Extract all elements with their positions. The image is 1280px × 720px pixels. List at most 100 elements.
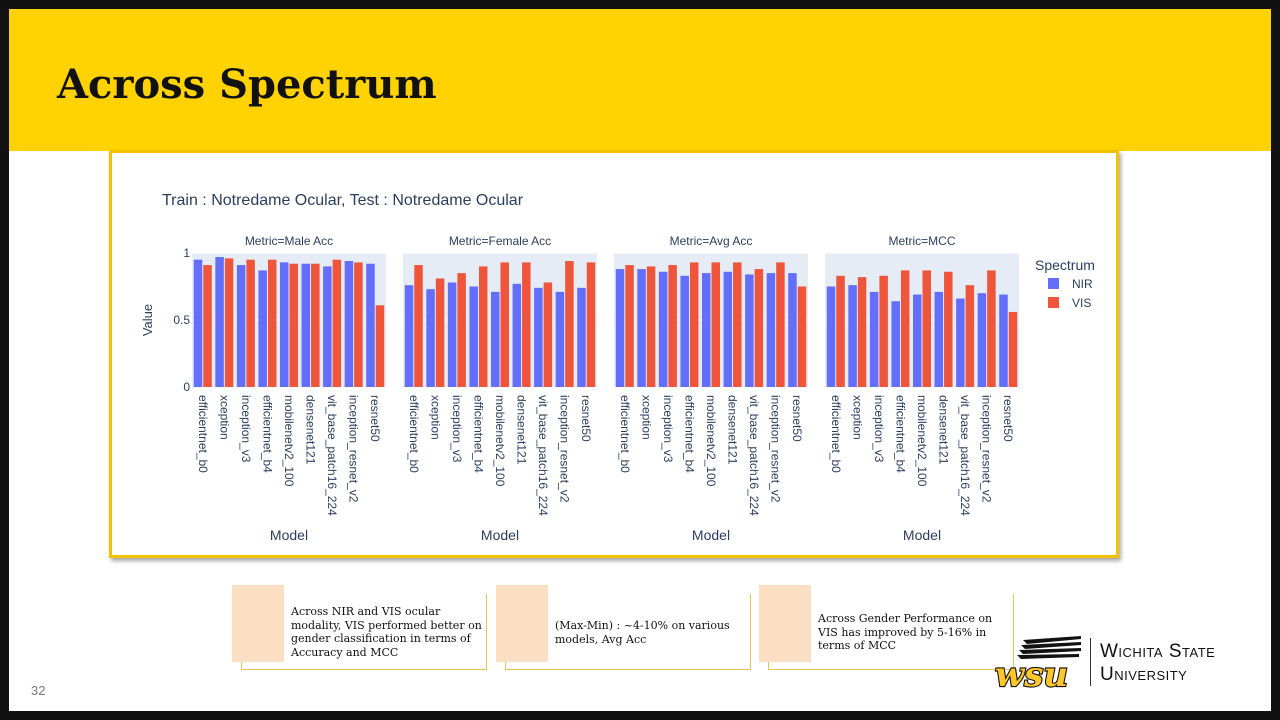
bar-vis (246, 259, 255, 387)
bar-nir (788, 273, 797, 387)
bar-vis (965, 285, 975, 387)
bar-vis (586, 262, 596, 387)
bar-nir (236, 265, 246, 387)
legend-swatch (1048, 297, 1059, 308)
bar-nir (577, 287, 586, 387)
x-tick-label: resnet50 (579, 395, 593, 442)
note-box-2: (Max-Min) : ~4-10% on various models, Av… (496, 585, 751, 670)
bar-nir (891, 301, 900, 387)
bar-nir (745, 274, 754, 387)
x-axis-label: Model (903, 527, 941, 543)
bar-nir (934, 291, 944, 387)
panel-title: Metric=Female Acc (449, 234, 551, 248)
bar-vis (987, 270, 996, 387)
bar-nir (555, 291, 565, 387)
bar-nir (491, 291, 500, 387)
x-tick-label: resnet50 (790, 395, 804, 442)
x-tick-label: vit_base_patch16_224 (325, 395, 339, 516)
note-box-2-accent (496, 585, 548, 662)
x-tick-label: vit_base_patch16_224 (747, 395, 761, 516)
x-tick-label: densenet121 (304, 395, 318, 465)
panel-title: Metric=MCC (888, 234, 955, 248)
bar-nir (447, 282, 457, 387)
x-tick-label: efficientnet_b4 (893, 395, 907, 473)
bar-vis (1008, 311, 1018, 387)
shocker-mark-icon: wsu (994, 636, 1081, 690)
bar-nir (215, 257, 224, 387)
x-tick-label: efficientnet_b0 (407, 395, 421, 473)
chart-frame: Train : Notredame Ocular, Test : Notreda… (109, 150, 1119, 558)
bar-vis (733, 262, 742, 387)
x-tick-label: densenet121 (937, 395, 951, 465)
bar-nir (323, 266, 332, 387)
bar-nir (344, 261, 354, 387)
bar-nir (404, 285, 414, 387)
x-tick-label: efficientnet_b4 (682, 395, 696, 473)
logo-divider (1090, 638, 1091, 686)
page-number: 32 (31, 683, 46, 698)
bar-vis (332, 259, 342, 387)
bar-vis (500, 262, 509, 387)
legend-title: Spectrum (1035, 257, 1095, 273)
bar-vis (522, 262, 531, 387)
legend-label: VIS (1072, 296, 1091, 310)
note-box-3-text: Across Gender Performance on VIS has imp… (818, 612, 993, 652)
bar-nir (280, 262, 289, 387)
bar-chart: Train : Notredame Ocular, Test : Notreda… (140, 192, 1095, 543)
bar-vis (689, 262, 699, 387)
bar-vis (754, 269, 764, 387)
note-box-1-accent (232, 585, 284, 662)
bar-nir (766, 273, 776, 387)
bar-vis (224, 258, 234, 387)
bar-nir (258, 270, 267, 387)
bar-nir (469, 286, 478, 387)
x-axis-label: Model (481, 527, 519, 543)
x-tick-label: efficientnet_b0 (618, 395, 632, 473)
bar-nir (426, 289, 435, 387)
x-tick-label: inception_resnet_v2 (769, 395, 783, 503)
x-tick-label: xception (217, 395, 231, 440)
x-tick-label: inception_v3 (872, 395, 886, 463)
bar-vis (311, 263, 320, 387)
bar-vis (457, 273, 466, 387)
x-tick-label: vit_base_patch16_224 (536, 395, 550, 516)
university-name-line2: University (1100, 664, 1188, 685)
bar-vis (944, 271, 953, 387)
bar-nir (512, 283, 522, 387)
bar-vis (625, 265, 634, 387)
bar-nir (826, 286, 836, 387)
panel-title: Metric=Male Acc (245, 234, 333, 248)
note-box-3: Across Gender Performance on VIS has imp… (759, 585, 1014, 670)
bar-nir (723, 271, 733, 387)
bar-nir (366, 263, 375, 387)
bar-vis (435, 278, 445, 387)
x-tick-label: inception_v3 (450, 395, 464, 463)
bar-nir (956, 298, 965, 387)
x-tick-label: mobilenetv2_100 (493, 395, 507, 487)
bar-vis (267, 259, 277, 387)
bar-vis (922, 270, 931, 387)
bar-vis (797, 286, 807, 387)
university-name: Wichita State University (1100, 640, 1215, 686)
y-tick-label: 0 (183, 380, 190, 394)
bar-nir (848, 285, 857, 387)
x-tick-label: resnet50 (368, 395, 382, 442)
note-box-3-accent (759, 585, 811, 662)
note-box-2-text: (Max-Min) : ~4-10% on various models, Av… (555, 619, 730, 646)
panel-title: Metric=Avg Acc (670, 234, 753, 248)
bar-nir (658, 271, 668, 387)
x-tick-label: xception (850, 395, 864, 440)
svg-text:wsu: wsu (995, 655, 1068, 690)
bar-nir (637, 269, 646, 387)
title-banner: Across Spectrum (9, 9, 1271, 151)
x-tick-label: mobilenetv2_100 (704, 395, 718, 487)
bar-nir (869, 291, 879, 387)
wsu-logo: wsu Wichita State University (993, 634, 1253, 694)
bar-vis (478, 266, 488, 387)
bar-vis (354, 262, 363, 387)
bar-nir (977, 293, 987, 387)
x-tick-label: inception_resnet_v2 (558, 395, 572, 503)
bar-vis (543, 282, 553, 387)
bar-vis (668, 265, 677, 387)
bar-vis (857, 277, 867, 387)
